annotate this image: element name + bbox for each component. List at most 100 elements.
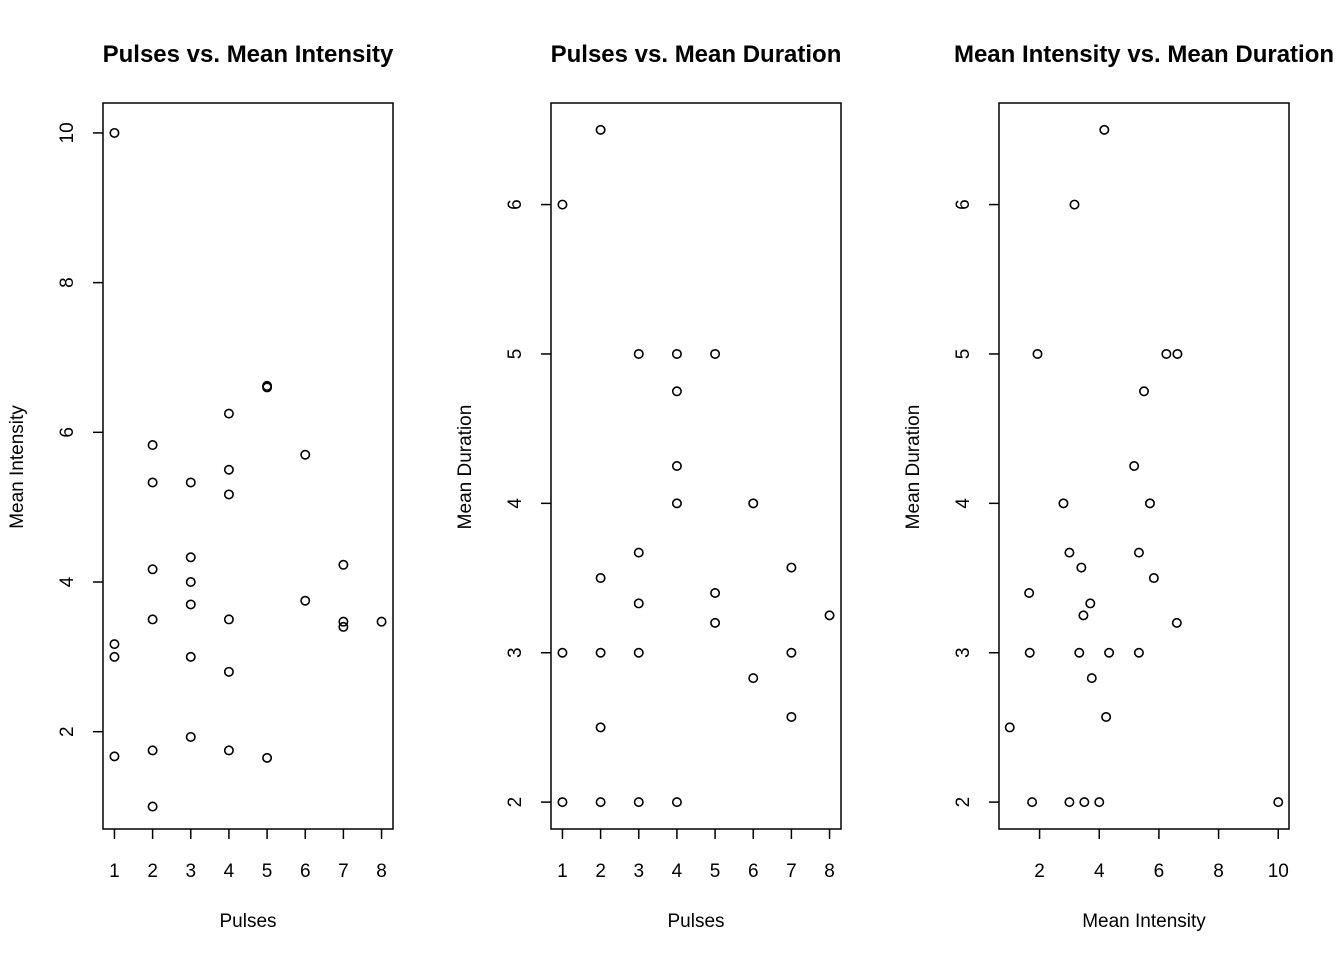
scatter-point	[376, 616, 387, 627]
scatter-point	[338, 559, 349, 570]
scatter-point	[710, 617, 721, 628]
scatter-point	[595, 124, 606, 135]
scatter-point	[1076, 562, 1087, 573]
scatter-point	[1139, 386, 1150, 397]
scatter-point	[633, 547, 644, 558]
scatter-point	[1171, 617, 1182, 628]
x-tick-label: 2	[147, 861, 158, 882]
x-tick-label: 7	[786, 861, 797, 882]
scatter-point	[671, 386, 682, 397]
scatter-point	[710, 348, 721, 359]
x-tick-label: 1	[109, 861, 120, 882]
x-tick-label: 5	[262, 861, 273, 882]
scatter-point	[109, 127, 120, 138]
x-axis-label: Pulses	[667, 911, 724, 932]
scatter-point	[185, 577, 196, 588]
y-tick-label: 3	[953, 647, 974, 658]
scatter-point	[223, 614, 234, 625]
scatter-point	[710, 587, 721, 598]
scatter-point	[1161, 348, 1172, 359]
scatter-point	[147, 745, 158, 756]
scatter-point	[109, 639, 120, 650]
y-tick-label: 5	[505, 349, 526, 360]
y-tick-label: 5	[953, 349, 974, 360]
x-tick-label: 7	[338, 861, 349, 882]
scatter-point	[1085, 598, 1096, 609]
scatter-point	[147, 477, 158, 488]
scatter-point	[223, 745, 234, 756]
scatter-point	[1148, 573, 1159, 584]
scatter-point	[557, 797, 568, 808]
scatter-point	[1004, 722, 1015, 733]
y-tick-label: 8	[57, 277, 78, 288]
scatter-point	[595, 722, 606, 733]
scatter-point	[185, 477, 196, 488]
scatter-point	[633, 348, 644, 359]
x-tick-label: 3	[185, 861, 196, 882]
scatter-point	[1144, 498, 1155, 509]
scatter-point	[1133, 547, 1144, 558]
scatter-point	[1133, 647, 1144, 658]
scatter-point	[1069, 199, 1080, 210]
x-tick-label: 8	[824, 861, 835, 882]
y-axis-label: Mean Duration	[455, 405, 476, 530]
scatter-point	[786, 647, 797, 658]
scatter-point	[1074, 647, 1085, 658]
scatter-point	[595, 797, 606, 808]
scatter-point	[786, 711, 797, 722]
scatter-point	[1172, 348, 1183, 359]
scatter-point	[1064, 797, 1075, 808]
scatter-point	[1094, 797, 1105, 808]
scatter-point	[109, 651, 120, 662]
y-axis-label: Mean Intensity	[7, 405, 28, 529]
scatter-point	[147, 440, 158, 451]
scatter-point	[185, 731, 196, 742]
plot-frame	[550, 102, 842, 830]
scatter-point	[786, 562, 797, 573]
scatter-point	[557, 647, 568, 658]
x-tick-label: 4	[224, 861, 235, 882]
scatter-point	[1032, 348, 1043, 359]
scatter-point	[338, 621, 349, 632]
scatter-point	[300, 449, 311, 460]
y-tick-label: 2	[505, 797, 526, 808]
scatter-point	[824, 610, 835, 621]
x-tick-label: 4	[672, 861, 683, 882]
scatter-point	[1273, 797, 1284, 808]
scatter-point	[1078, 610, 1089, 621]
y-tick-label: 6	[505, 199, 526, 210]
scatter-point	[595, 573, 606, 584]
scatter-point	[557, 199, 568, 210]
scatter-point	[1079, 797, 1090, 808]
plot-title: Mean Intensity vs. Mean Duration	[954, 41, 1334, 68]
plot-title: Pulses vs. Mean Duration	[551, 41, 842, 68]
y-tick-label: 4	[505, 498, 526, 509]
scatter-point	[223, 666, 234, 677]
scatter-point	[1099, 124, 1110, 135]
x-tick-label: 2	[595, 861, 606, 882]
scatter-point	[748, 673, 759, 684]
scatter-point	[1101, 711, 1112, 722]
y-tick-label: 3	[505, 647, 526, 658]
y-tick-label: 10	[57, 122, 78, 143]
scatter-point	[185, 651, 196, 662]
y-tick-label: 4	[953, 498, 974, 509]
x-tick-label: 8	[1213, 861, 1224, 882]
scatter-point	[633, 598, 644, 609]
scatter-point	[147, 564, 158, 575]
scatter-point	[671, 498, 682, 509]
scatter-point	[1024, 647, 1035, 658]
scatter-point	[300, 595, 311, 606]
scatter-point	[595, 647, 606, 658]
x-tick-label: 4	[1094, 861, 1105, 882]
scatter-point	[223, 464, 234, 475]
scatter-point	[109, 751, 120, 762]
x-axis-label: Mean Intensity	[1082, 911, 1206, 932]
x-tick-label: 5	[710, 861, 721, 882]
x-tick-label: 3	[633, 861, 644, 882]
scatter-point	[748, 498, 759, 509]
scatter-point	[671, 797, 682, 808]
plot-frame	[998, 102, 1290, 830]
x-tick-label: 8	[376, 861, 387, 882]
